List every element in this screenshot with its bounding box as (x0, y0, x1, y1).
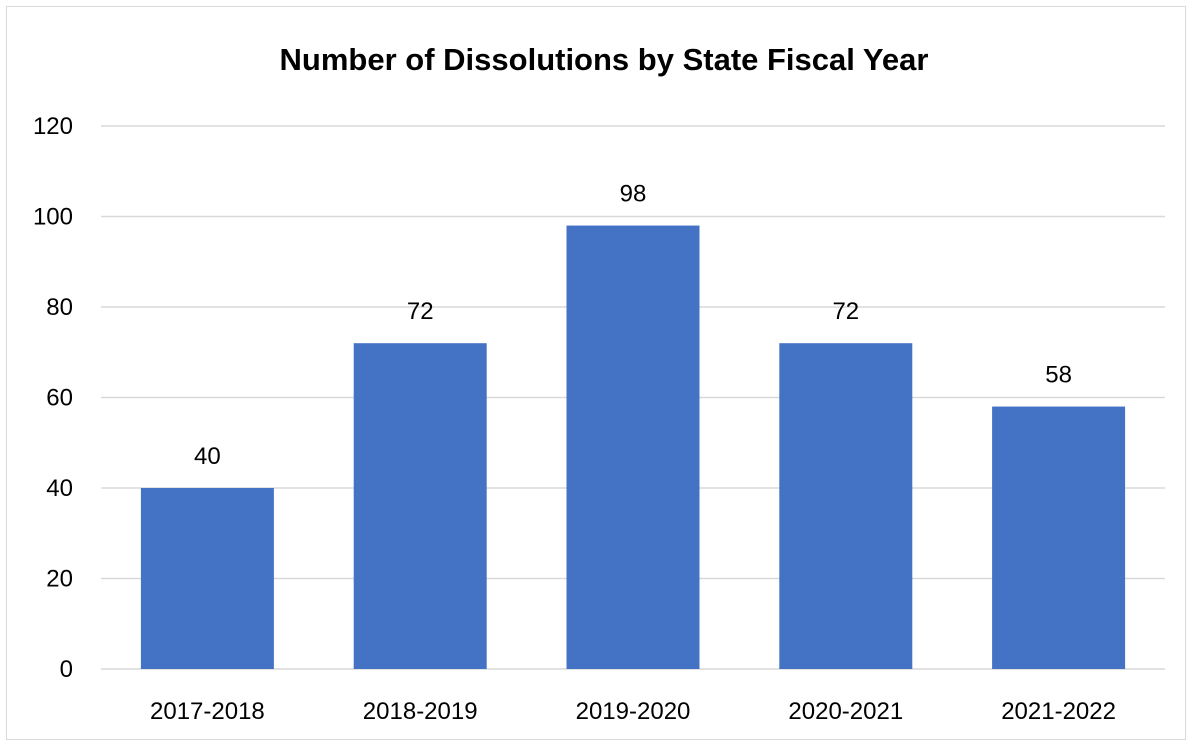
y-tick-label: 20 (46, 566, 73, 593)
data-label: 72 (407, 298, 434, 325)
bar-2020-2021 (779, 343, 913, 669)
data-labels: 40 72 98 72 58 (194, 181, 1072, 470)
bar-2021-2022 (992, 406, 1126, 669)
bar-2017-2018 (140, 488, 274, 669)
y-tick-label: 0 (60, 656, 73, 683)
bars (140, 225, 1126, 670)
y-tick-label: 120 (33, 113, 73, 140)
x-tick-label: 2017-2018 (150, 698, 265, 725)
y-tick-label: 40 (46, 475, 73, 502)
x-axis-tick-labels: 2017-2018 2018-2019 2019-2020 2020-2021 2021… (150, 698, 1116, 725)
y-tick-label: 60 (46, 385, 73, 412)
y-axis-tick-labels: 0 20 40 60 80 100 120 (33, 113, 73, 683)
x-tick-label: 2019-2020 (576, 698, 691, 725)
data-label: 98 (620, 181, 647, 208)
data-label: 72 (832, 298, 859, 325)
x-tick-label: 2020-2021 (788, 698, 903, 725)
y-tick-label: 80 (46, 294, 73, 321)
data-label: 58 (1045, 362, 1072, 389)
chart-title: Number of Dissolutions by State Fiscal Y… (280, 42, 929, 77)
y-tick-label: 100 (33, 204, 73, 231)
x-tick-label: 2018-2019 (363, 698, 478, 725)
data-label: 40 (194, 443, 221, 470)
bar-2019-2020 (566, 225, 700, 670)
bar-2018-2019 (353, 343, 487, 669)
x-tick-label: 2021-2022 (1001, 698, 1116, 725)
